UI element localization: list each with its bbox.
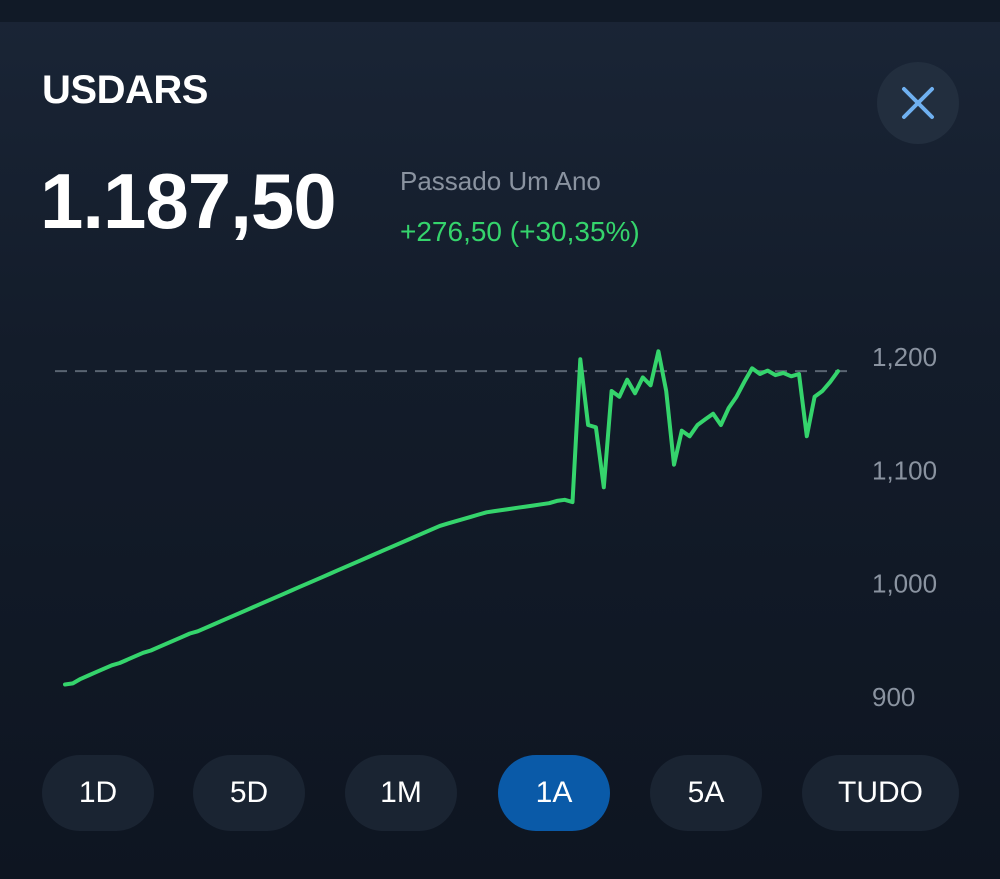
close-button[interactable] (877, 62, 959, 144)
y-tick-label: 1,100 (872, 455, 937, 485)
y-tick-label: 1,000 (872, 569, 937, 599)
ticker-title: USDARS (42, 68, 208, 112)
range-selector: 1D 5D 1M 1A 5A TUDO (0, 755, 1000, 831)
price-change: +276,50 (+30,35%) (400, 216, 640, 247)
price-chart: 1,200 1,100 1,000 900 (55, 342, 937, 712)
period-label: Passado Um Ano (400, 166, 601, 196)
range-button-1d[interactable]: 1D (42, 755, 154, 831)
range-button-tudo[interactable]: TUDO (802, 755, 959, 831)
current-price: 1.187,50 (40, 157, 337, 245)
y-tick-label: 900 (872, 682, 915, 712)
range-button-1a[interactable]: 1A (498, 755, 610, 831)
close-icon (902, 87, 934, 119)
range-button-1m[interactable]: 1M (345, 755, 457, 831)
range-button-5a[interactable]: 5A (650, 755, 762, 831)
top-strip (0, 0, 1000, 22)
y-tick-label: 1,200 (872, 342, 937, 372)
range-button-5d[interactable]: 5D (193, 755, 305, 831)
series-line (63, 349, 840, 687)
